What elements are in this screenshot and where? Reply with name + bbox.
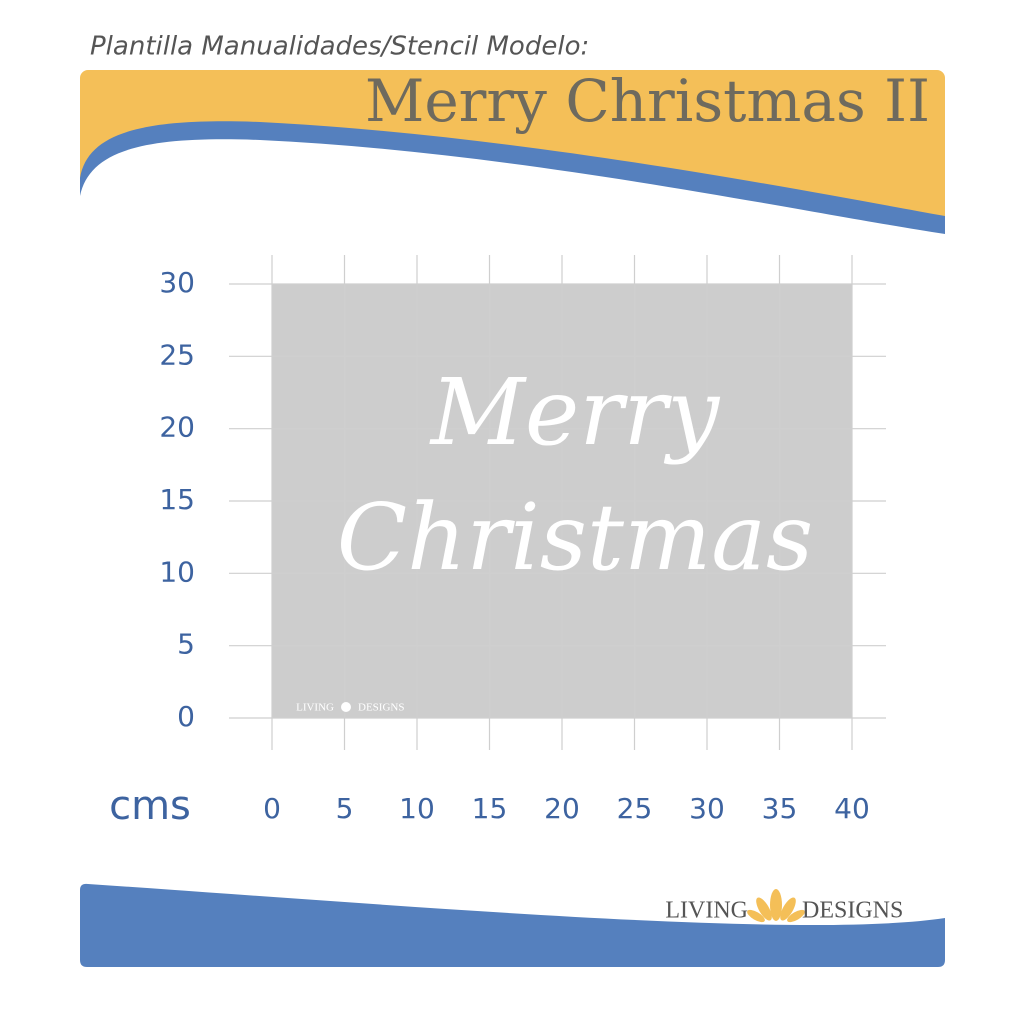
x-tick-label: 0 bbox=[263, 792, 281, 825]
x-tick-label: 5 bbox=[336, 792, 354, 825]
subtitle: Plantilla Manualidades/Stencil Modelo: bbox=[90, 32, 589, 62]
x-tick-label: 35 bbox=[762, 792, 798, 825]
measurement-grid: 0 5 10 15 20 25 30 35 40 0 5 10 15 20 25 30 Merry Christm… bbox=[159, 255, 886, 825]
footer-wave bbox=[80, 883, 945, 967]
brand-right: DESIGNS bbox=[802, 898, 903, 924]
y-tick-label: 10 bbox=[159, 555, 195, 588]
x-tick-label: 15 bbox=[472, 792, 508, 825]
stencil-text: Christmas bbox=[337, 484, 814, 591]
unit-label: cms bbox=[109, 783, 191, 829]
watermark-right: DESIGNS bbox=[358, 702, 404, 714]
x-tick-label: 30 bbox=[689, 792, 725, 825]
x-tick-label: 20 bbox=[544, 792, 580, 825]
header-banner bbox=[80, 70, 945, 260]
banner-white bbox=[80, 139, 945, 260]
x-tick-label: 25 bbox=[617, 792, 653, 825]
footer: LIVING DESIGNS bbox=[80, 883, 945, 967]
y-tick-label: 0 bbox=[177, 700, 195, 733]
watermark-left: LIVING bbox=[296, 702, 334, 714]
y-tick-label: 30 bbox=[159, 266, 195, 299]
watermark-icon bbox=[341, 702, 351, 712]
x-tick-label: 40 bbox=[834, 792, 870, 825]
stencil-text: Merry bbox=[429, 359, 721, 466]
x-tick-label: 10 bbox=[399, 792, 435, 825]
lotus-icon bbox=[747, 889, 805, 923]
y-tick-label: 25 bbox=[159, 338, 195, 371]
title: Merry Christmas II bbox=[365, 67, 930, 135]
y-tick-label: 15 bbox=[159, 483, 195, 516]
y-tick-label: 5 bbox=[177, 628, 195, 661]
y-tick-label: 20 bbox=[159, 411, 195, 444]
brand-left: LIVING bbox=[665, 898, 748, 924]
